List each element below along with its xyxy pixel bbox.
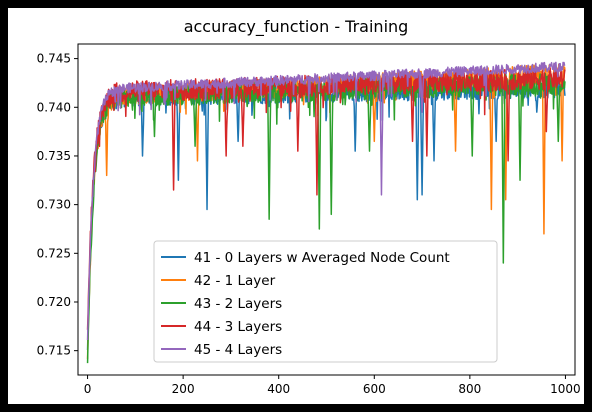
legend: 41 - 0 Layers w Averaged Node Count 42 - … [153, 240, 498, 363]
legend-label: 45 - 4 Layers [194, 342, 282, 358]
y-tick-label: 0.735 [37, 149, 71, 163]
plot-frame [77, 43, 576, 376]
x-tick-label: 600 [363, 382, 386, 396]
y-tick-label: 0.720 [37, 295, 71, 309]
legend-label: 41 - 0 Layers w Averaged Node Count [194, 250, 450, 266]
legend-label: 43 - 2 Layers [194, 296, 282, 312]
x-tick-label: 200 [172, 382, 195, 396]
series-group [86, 61, 566, 364]
x-tick-label: 1000 [550, 382, 581, 396]
x-tick-label: 800 [458, 382, 481, 396]
y-tick-label: 0.745 [37, 52, 71, 66]
legend-label: 44 - 3 Layers [194, 319, 282, 335]
y-tick-label: 0.740 [37, 100, 71, 114]
figure: accuracy_function - Training 0 200 400 600 8… [8, 8, 584, 404]
y-tick-label: 0.725 [37, 246, 71, 260]
x-tick-label: 400 [267, 382, 290, 396]
y-tick-label: 0.730 [37, 198, 71, 212]
y-tick-label: 0.715 [37, 344, 71, 358]
chart-title: accuracy_function - Training [183, 17, 409, 36]
chart: 0 200 400 600 800 1000 0.715 0.720 0.725 0.730 0.7… [37, 43, 581, 396]
series-line-5 [86, 61, 566, 341]
x-tick-label: 0 [84, 382, 92, 396]
legend-box [153, 240, 498, 363]
legend-label: 42 - 1 Layer [194, 273, 276, 289]
